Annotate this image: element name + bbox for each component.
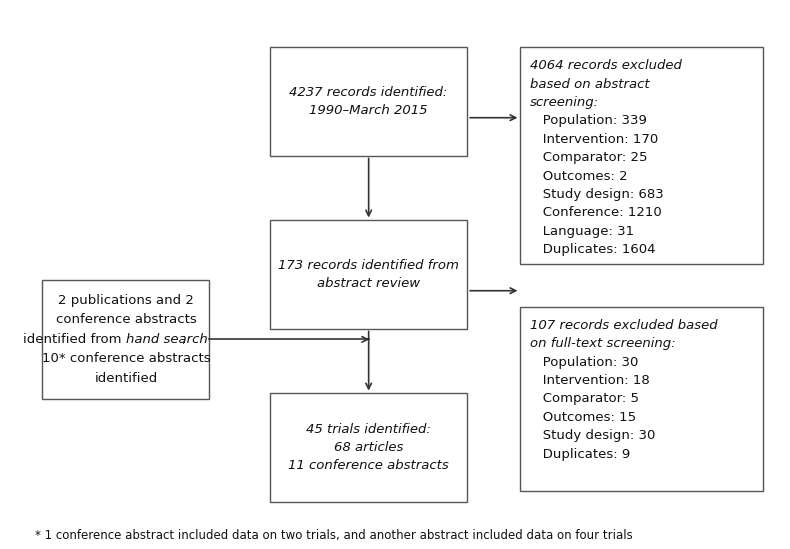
Text: Study design: 30: Study design: 30	[530, 429, 656, 442]
Text: identified from: identified from	[23, 333, 126, 346]
Text: 45 trials identified:
68 articles
11 conference abstracts: 45 trials identified: 68 articles 11 con…	[288, 423, 449, 472]
Text: Outcomes: 15: Outcomes: 15	[530, 411, 636, 424]
Text: 4064 records excluded: 4064 records excluded	[530, 59, 682, 72]
FancyBboxPatch shape	[270, 221, 467, 328]
Text: ;: ;	[182, 333, 186, 346]
Text: screening:: screening:	[530, 96, 600, 109]
FancyBboxPatch shape	[270, 47, 467, 155]
Text: identified: identified	[94, 372, 157, 385]
Text: Population: 339: Population: 339	[530, 114, 647, 127]
Text: based on abstract: based on abstract	[530, 78, 650, 91]
FancyBboxPatch shape	[270, 394, 467, 502]
Text: * 1 conference abstract included data on two trials, and another abstract includ: * 1 conference abstract included data on…	[35, 529, 633, 542]
Text: Population: 30: Population: 30	[530, 356, 638, 368]
Text: Comparator: 25: Comparator: 25	[530, 151, 648, 164]
Text: Conference: 1210: Conference: 1210	[530, 206, 662, 220]
Text: Study design: 683: Study design: 683	[530, 188, 664, 201]
Text: Intervention: 170: Intervention: 170	[530, 133, 659, 146]
Text: Outcomes: 2: Outcomes: 2	[530, 170, 628, 183]
Text: Comparator: 5: Comparator: 5	[530, 393, 639, 405]
Text: 107 records excluded based: 107 records excluded based	[530, 319, 718, 332]
Text: Language: 31: Language: 31	[530, 225, 634, 238]
Text: 4237 records identified:
1990–March 2015: 4237 records identified: 1990–March 2015	[289, 86, 448, 117]
Text: Duplicates: 1604: Duplicates: 1604	[530, 243, 656, 256]
Text: 173 records identified from
abstract review: 173 records identified from abstract rev…	[278, 259, 459, 290]
FancyBboxPatch shape	[521, 47, 763, 264]
Text: Intervention: 18: Intervention: 18	[530, 374, 650, 387]
Text: on full-text screening:: on full-text screening:	[530, 337, 675, 350]
FancyBboxPatch shape	[43, 280, 209, 399]
Text: 2 publications and 2: 2 publications and 2	[58, 294, 194, 307]
Text: 10* conference abstracts: 10* conference abstracts	[42, 352, 210, 365]
Text: hand search: hand search	[126, 333, 208, 346]
Text: Duplicates: 9: Duplicates: 9	[530, 447, 630, 461]
Text: conference abstracts: conference abstracts	[55, 313, 196, 327]
FancyBboxPatch shape	[521, 307, 763, 491]
